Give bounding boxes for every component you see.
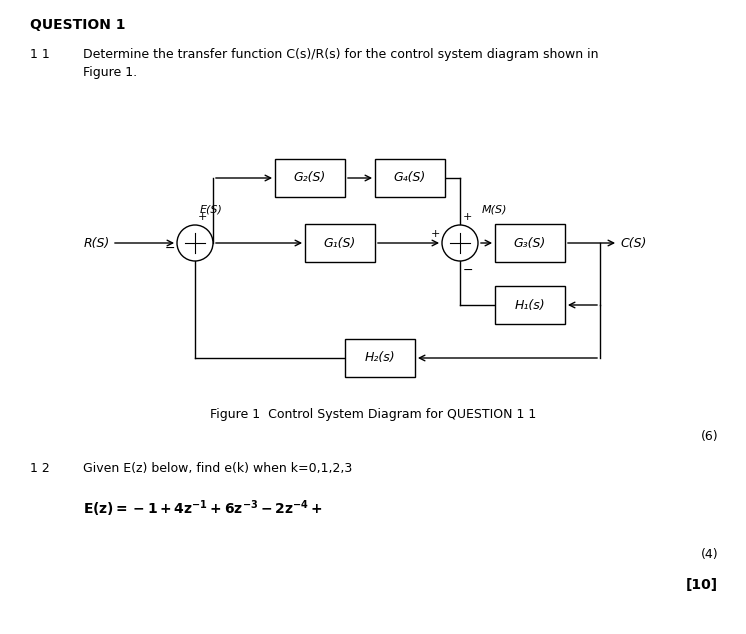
Text: G₄(S): G₄(S) (394, 172, 426, 184)
Circle shape (442, 225, 478, 261)
Text: [10]: [10] (686, 578, 718, 592)
Text: +: + (430, 229, 440, 239)
Text: (6): (6) (700, 430, 718, 443)
Text: 1 2: 1 2 (30, 462, 50, 475)
Text: M(S): M(S) (482, 205, 507, 215)
Text: Figure 1  Control System Diagram for QUESTION 1 1: Figure 1 Control System Diagram for QUES… (210, 408, 536, 421)
Text: 1 1: 1 1 (30, 48, 50, 61)
Text: (4): (4) (700, 548, 718, 561)
Text: QUESTION 1: QUESTION 1 (30, 18, 125, 32)
Bar (305, 224, 375, 262)
Text: $\mathbf{E(z) = -1 + 4z^{-1} + 6z^{-3} - 2z^{-4} +}$: $\mathbf{E(z) = -1 + 4z^{-1} + 6z^{-3} -… (83, 498, 322, 519)
Text: Determine the transfer function C(s)/R(s) for the control system diagram shown i: Determine the transfer function C(s)/R(s… (83, 48, 598, 61)
Text: Given E(z) below, find e(k) when k=0,1,2,3: Given E(z) below, find e(k) when k=0,1,2… (83, 462, 352, 475)
Text: H₁(s): H₁(s) (515, 299, 545, 311)
Text: E(S): E(S) (200, 205, 223, 215)
Bar (375, 159, 445, 197)
Text: H₂(s): H₂(s) (365, 351, 395, 365)
Bar (345, 339, 415, 377)
Text: −: − (463, 264, 474, 277)
Text: G₃(S): G₃(S) (514, 236, 546, 250)
Text: +: + (198, 212, 207, 222)
Text: +: + (463, 212, 472, 222)
Bar (495, 224, 565, 262)
Text: G₁(S): G₁(S) (324, 236, 356, 250)
Circle shape (177, 225, 213, 261)
Text: R(S): R(S) (84, 236, 110, 250)
Text: G₂(S): G₂(S) (294, 172, 326, 184)
Bar (275, 159, 345, 197)
Text: Figure 1.: Figure 1. (83, 66, 137, 79)
Text: −: − (165, 242, 175, 254)
Bar (495, 286, 565, 324)
Text: C(S): C(S) (620, 236, 646, 250)
